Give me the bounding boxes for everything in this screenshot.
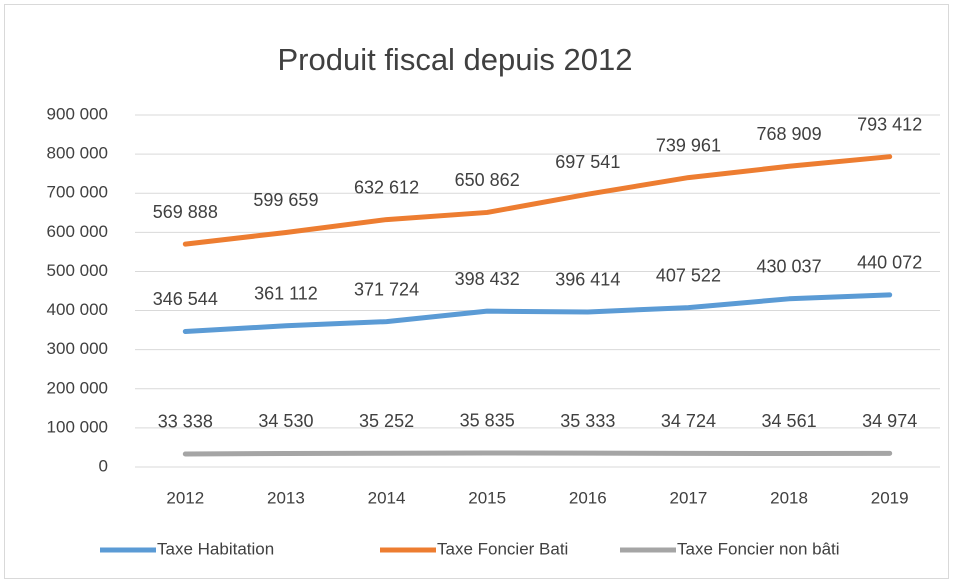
y-tick-label: 600 000 (47, 222, 108, 241)
data-label: 599 659 (253, 190, 318, 210)
x-tick-label: 2017 (670, 488, 708, 507)
series-line (182, 450, 893, 457)
data-label: 33 338 (158, 412, 213, 432)
data-label: 407 522 (656, 265, 721, 285)
y-tick-label: 800 000 (47, 144, 108, 163)
x-tick-label: 2015 (468, 488, 506, 507)
data-label: 34 974 (862, 411, 917, 431)
x-tick-label: 2013 (267, 488, 305, 507)
legend-label: Taxe Foncier non bâti (677, 539, 840, 558)
x-tick-label: 2012 (166, 488, 204, 507)
data-label: 34 561 (762, 411, 817, 431)
data-label: 739 961 (656, 135, 721, 155)
chart-border (4, 4, 949, 579)
data-label: 346 544 (153, 289, 218, 309)
series-line (182, 292, 893, 334)
series-line (182, 154, 893, 247)
x-tick-label: 2016 (569, 488, 607, 507)
data-label: 440 072 (857, 253, 922, 273)
y-tick-label: 900 000 (47, 104, 108, 123)
data-label: 396 414 (555, 270, 620, 290)
y-tick-label: 700 000 (47, 183, 108, 202)
y-tick-label: 200 000 (47, 378, 108, 397)
chart-title: Produit fiscal depuis 2012 (277, 42, 632, 77)
data-label: 361 112 (254, 284, 318, 304)
data-label: 650 862 (455, 170, 520, 190)
legend-label: Taxe Habitation (157, 539, 274, 558)
data-label: 768 909 (757, 124, 822, 144)
y-tick-label: 100 000 (47, 417, 108, 436)
x-tick-label: 2014 (368, 488, 406, 507)
y-tick-label: 400 000 (47, 300, 108, 319)
data-label: 398 432 (455, 269, 520, 289)
y-tick-label: 300 000 (47, 339, 108, 358)
y-tick-label: 500 000 (47, 261, 108, 280)
data-label: 35 835 (460, 411, 515, 431)
data-label: 34 530 (258, 411, 313, 431)
data-label: 569 888 (153, 202, 218, 222)
data-label: 34 724 (661, 411, 716, 431)
data-label: 697 541 (555, 152, 620, 172)
data-label: 371 724 (354, 279, 419, 299)
x-tick-label: 2018 (770, 488, 808, 507)
x-tick-label: 2019 (871, 488, 909, 507)
data-label: 793 412 (857, 114, 922, 134)
data-label: 632 612 (354, 177, 419, 197)
data-label: 35 333 (560, 411, 615, 431)
legend-label: Taxe Foncier Bati (437, 539, 568, 558)
data-label: 35 252 (359, 411, 414, 431)
data-label: 430 037 (757, 257, 822, 277)
y-tick-label: 0 (99, 456, 108, 475)
